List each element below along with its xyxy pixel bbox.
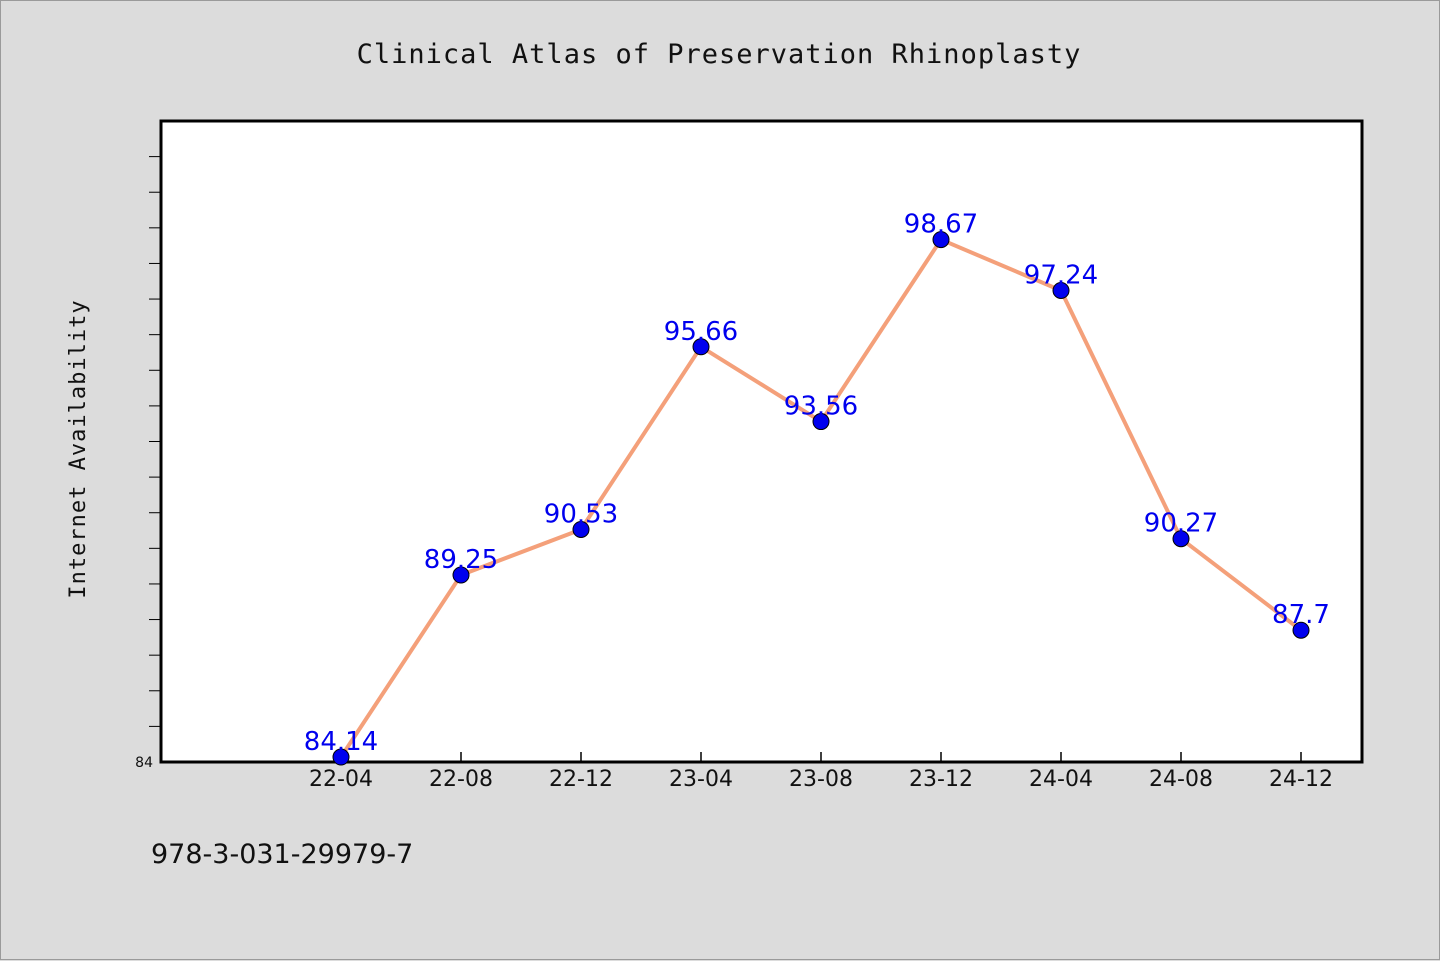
isbn-footer: 978-3-031-29979-7 — [151, 839, 413, 870]
data-point — [332, 748, 350, 766]
x-axis-ticks: 22-04 22-08 22-12 23-04 23-08 23-12 24-04 24-08… — [220, 752, 1333, 792]
y-axis-label: Internet Availability — [66, 299, 91, 598]
y-axis-ticks: 84 — [135, 156, 161, 771]
data-point — [932, 231, 950, 249]
x-tick-label: 22-12 — [549, 767, 613, 792]
data-point — [452, 566, 470, 584]
x-tick-label: 24-08 — [1149, 767, 1213, 792]
x-tick-label: 22-04 — [309, 767, 373, 792]
chart-title: Clinical Atlas of Preservation Rhinoplas… — [357, 39, 1082, 70]
y-tick-label: 84 — [135, 755, 153, 771]
data-label: 89.25 — [424, 545, 498, 575]
x-tick-label: 23-12 — [909, 767, 973, 792]
data-point — [692, 338, 710, 356]
data-label: 90.53 — [544, 499, 618, 529]
x-tick-label: 22-08 — [429, 767, 493, 792]
data-label: 90.27 — [1144, 509, 1218, 539]
x-tick-label: 24-04 — [1029, 767, 1093, 792]
data-point — [1052, 282, 1070, 300]
x-tick-label: 23-08 — [789, 767, 853, 792]
data-label: 87.7 — [1272, 600, 1330, 630]
data-label: 98.67 — [904, 210, 978, 240]
data-label: 84.14 — [304, 727, 378, 757]
data-point — [812, 413, 830, 431]
data-label-layer: 84.14 89.25 90.53 95.66 93.56 98.67 97.24 90.27… — [304, 210, 1330, 757]
x-tick-label: 23-04 — [669, 767, 733, 792]
data-point — [572, 520, 590, 538]
data-label: 97.24 — [1024, 261, 1098, 291]
plot-area — [159, 119, 1364, 764]
data-label: 93.56 — [784, 392, 858, 422]
x-tick-label: 24-12 — [1269, 767, 1333, 792]
data-point — [1292, 621, 1310, 639]
data-label: 95.66 — [664, 317, 738, 347]
data-point — [1172, 530, 1190, 548]
marker-layer — [332, 231, 1310, 766]
